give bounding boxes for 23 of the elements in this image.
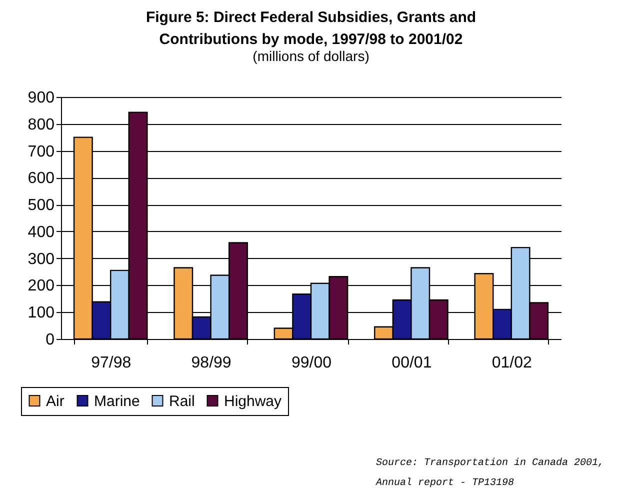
legend-label: Air [46, 392, 64, 410]
chart-subtitle: (millions of dollars) [252, 48, 370, 64]
legend-label: Rail [169, 392, 195, 410]
x-tick-label: 00/01 [392, 354, 432, 372]
y-tick-label: 700 [28, 143, 55, 160]
x-tick-label: 99/00 [291, 354, 332, 372]
legend-label: Marine [94, 392, 140, 410]
y-tick-label: 800 [28, 116, 55, 134]
y-tick-label: 500 [28, 197, 55, 214]
source-note: Source: Transportation in Canada 2001, [376, 456, 604, 471]
y-tick-label: 200 [28, 278, 55, 295]
y-tick-label: 100 [28, 304, 55, 322]
y-tick-label: 600 [28, 170, 55, 188]
x-tick-label: 97/98 [91, 354, 132, 372]
y-tick-label: 0 [46, 332, 55, 348]
y-tick-label: 400 [28, 224, 55, 241]
legend-label: Highway [224, 392, 282, 410]
x-tick-label: 01/02 [492, 354, 532, 372]
y-tick-label: 300 [28, 250, 55, 268]
text: Annual report - TP13198 [376, 476, 516, 491]
x-tick-label: 98/99 [191, 354, 232, 372]
y-tick-label: 900 [28, 90, 55, 106]
chart-title: Figure 5: Direct Federal Subsidies, Grants and Contributions by mode, 1997/98 to 2001/02 [146, 9, 476, 48]
